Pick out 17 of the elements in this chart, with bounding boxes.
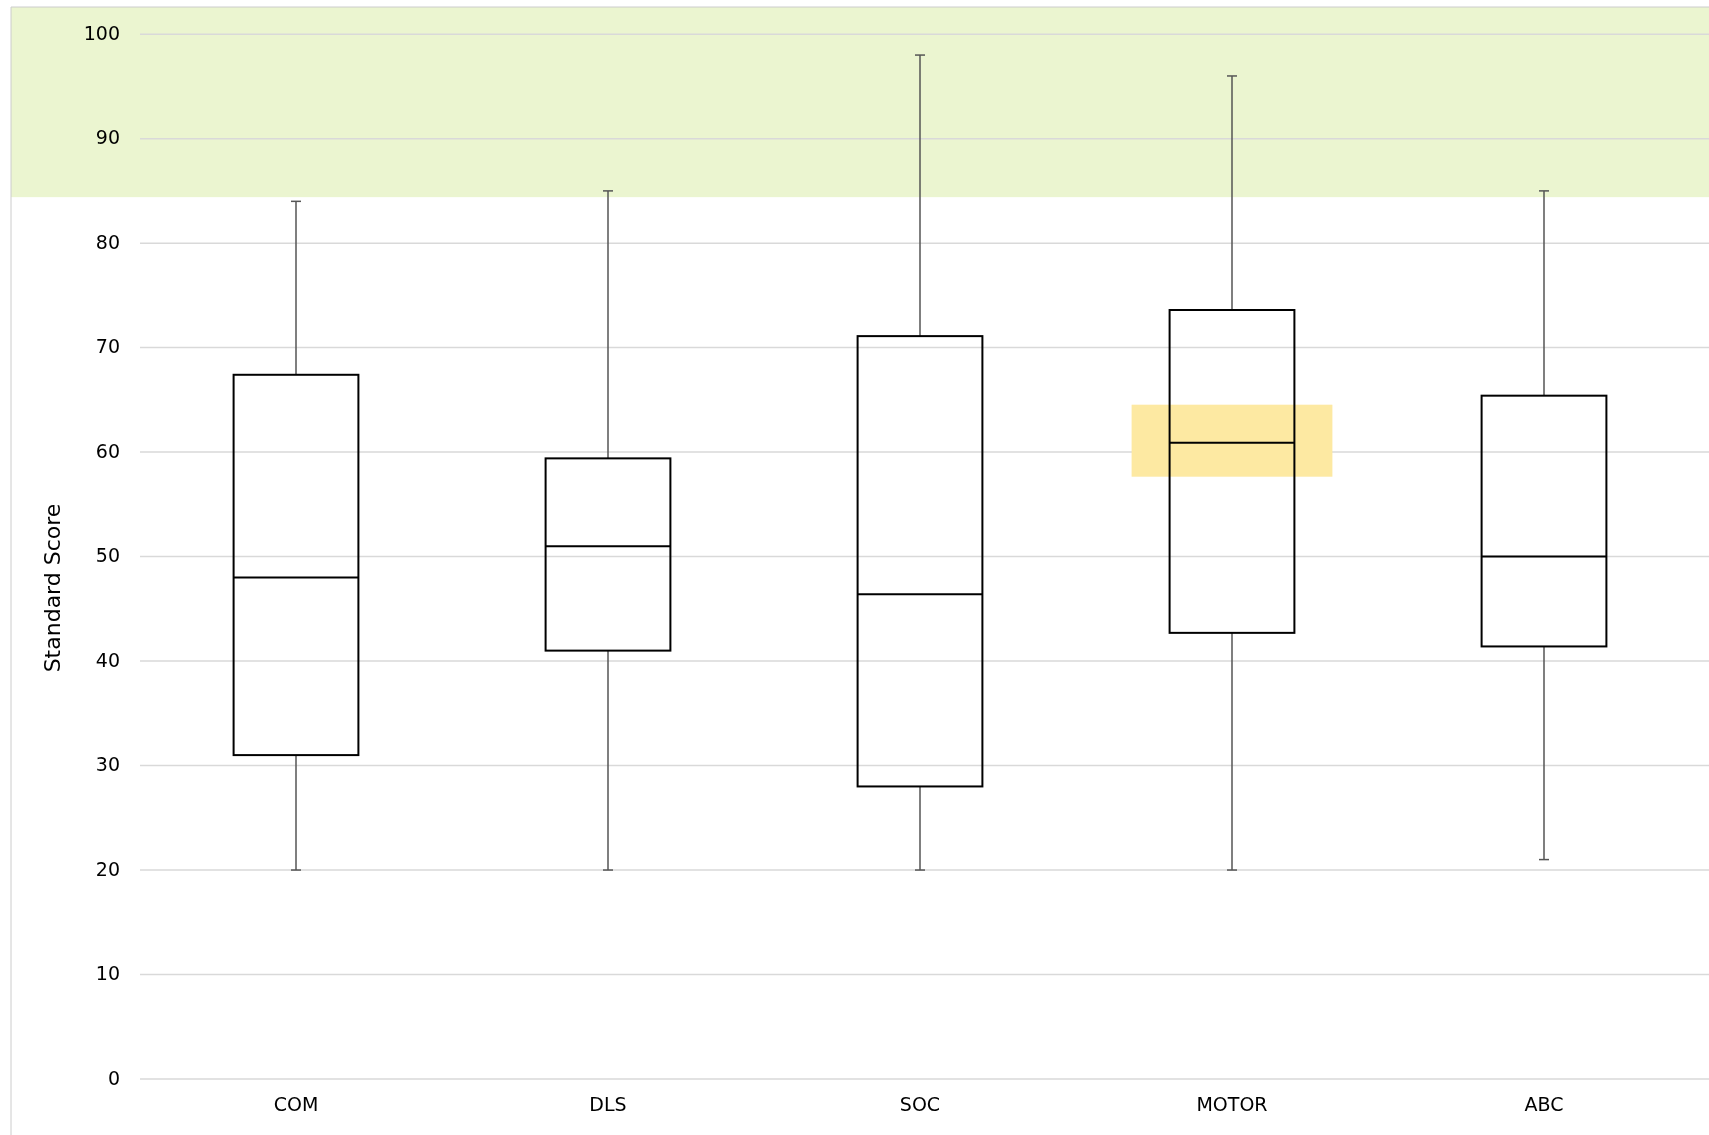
y-tick-label: 0 <box>107 1066 120 1089</box>
x-tick-label: ABC <box>1524 1093 1564 1115</box>
y-tick-label: 90 <box>95 126 120 149</box>
y-tick-label: 70 <box>95 335 120 358</box>
y-tick-label: 40 <box>95 648 120 671</box>
y-tick-label: 100 <box>83 21 120 44</box>
y-tick-label: 50 <box>95 544 120 567</box>
y-axis-title: Standard Score <box>40 503 65 673</box>
x-tick-label: DLS <box>589 1093 627 1115</box>
x-tick-label: SOC <box>899 1093 941 1115</box>
y-tick-label: 60 <box>95 439 120 462</box>
x-tick-label: COM <box>273 1093 319 1115</box>
y-tick-label: 20 <box>95 857 120 880</box>
y-tick-label: 10 <box>95 962 120 985</box>
x-tick-label: MOTOR <box>1196 1093 1268 1115</box>
y-tick-label: 30 <box>95 753 120 776</box>
y-tick-label: 80 <box>95 230 120 253</box>
